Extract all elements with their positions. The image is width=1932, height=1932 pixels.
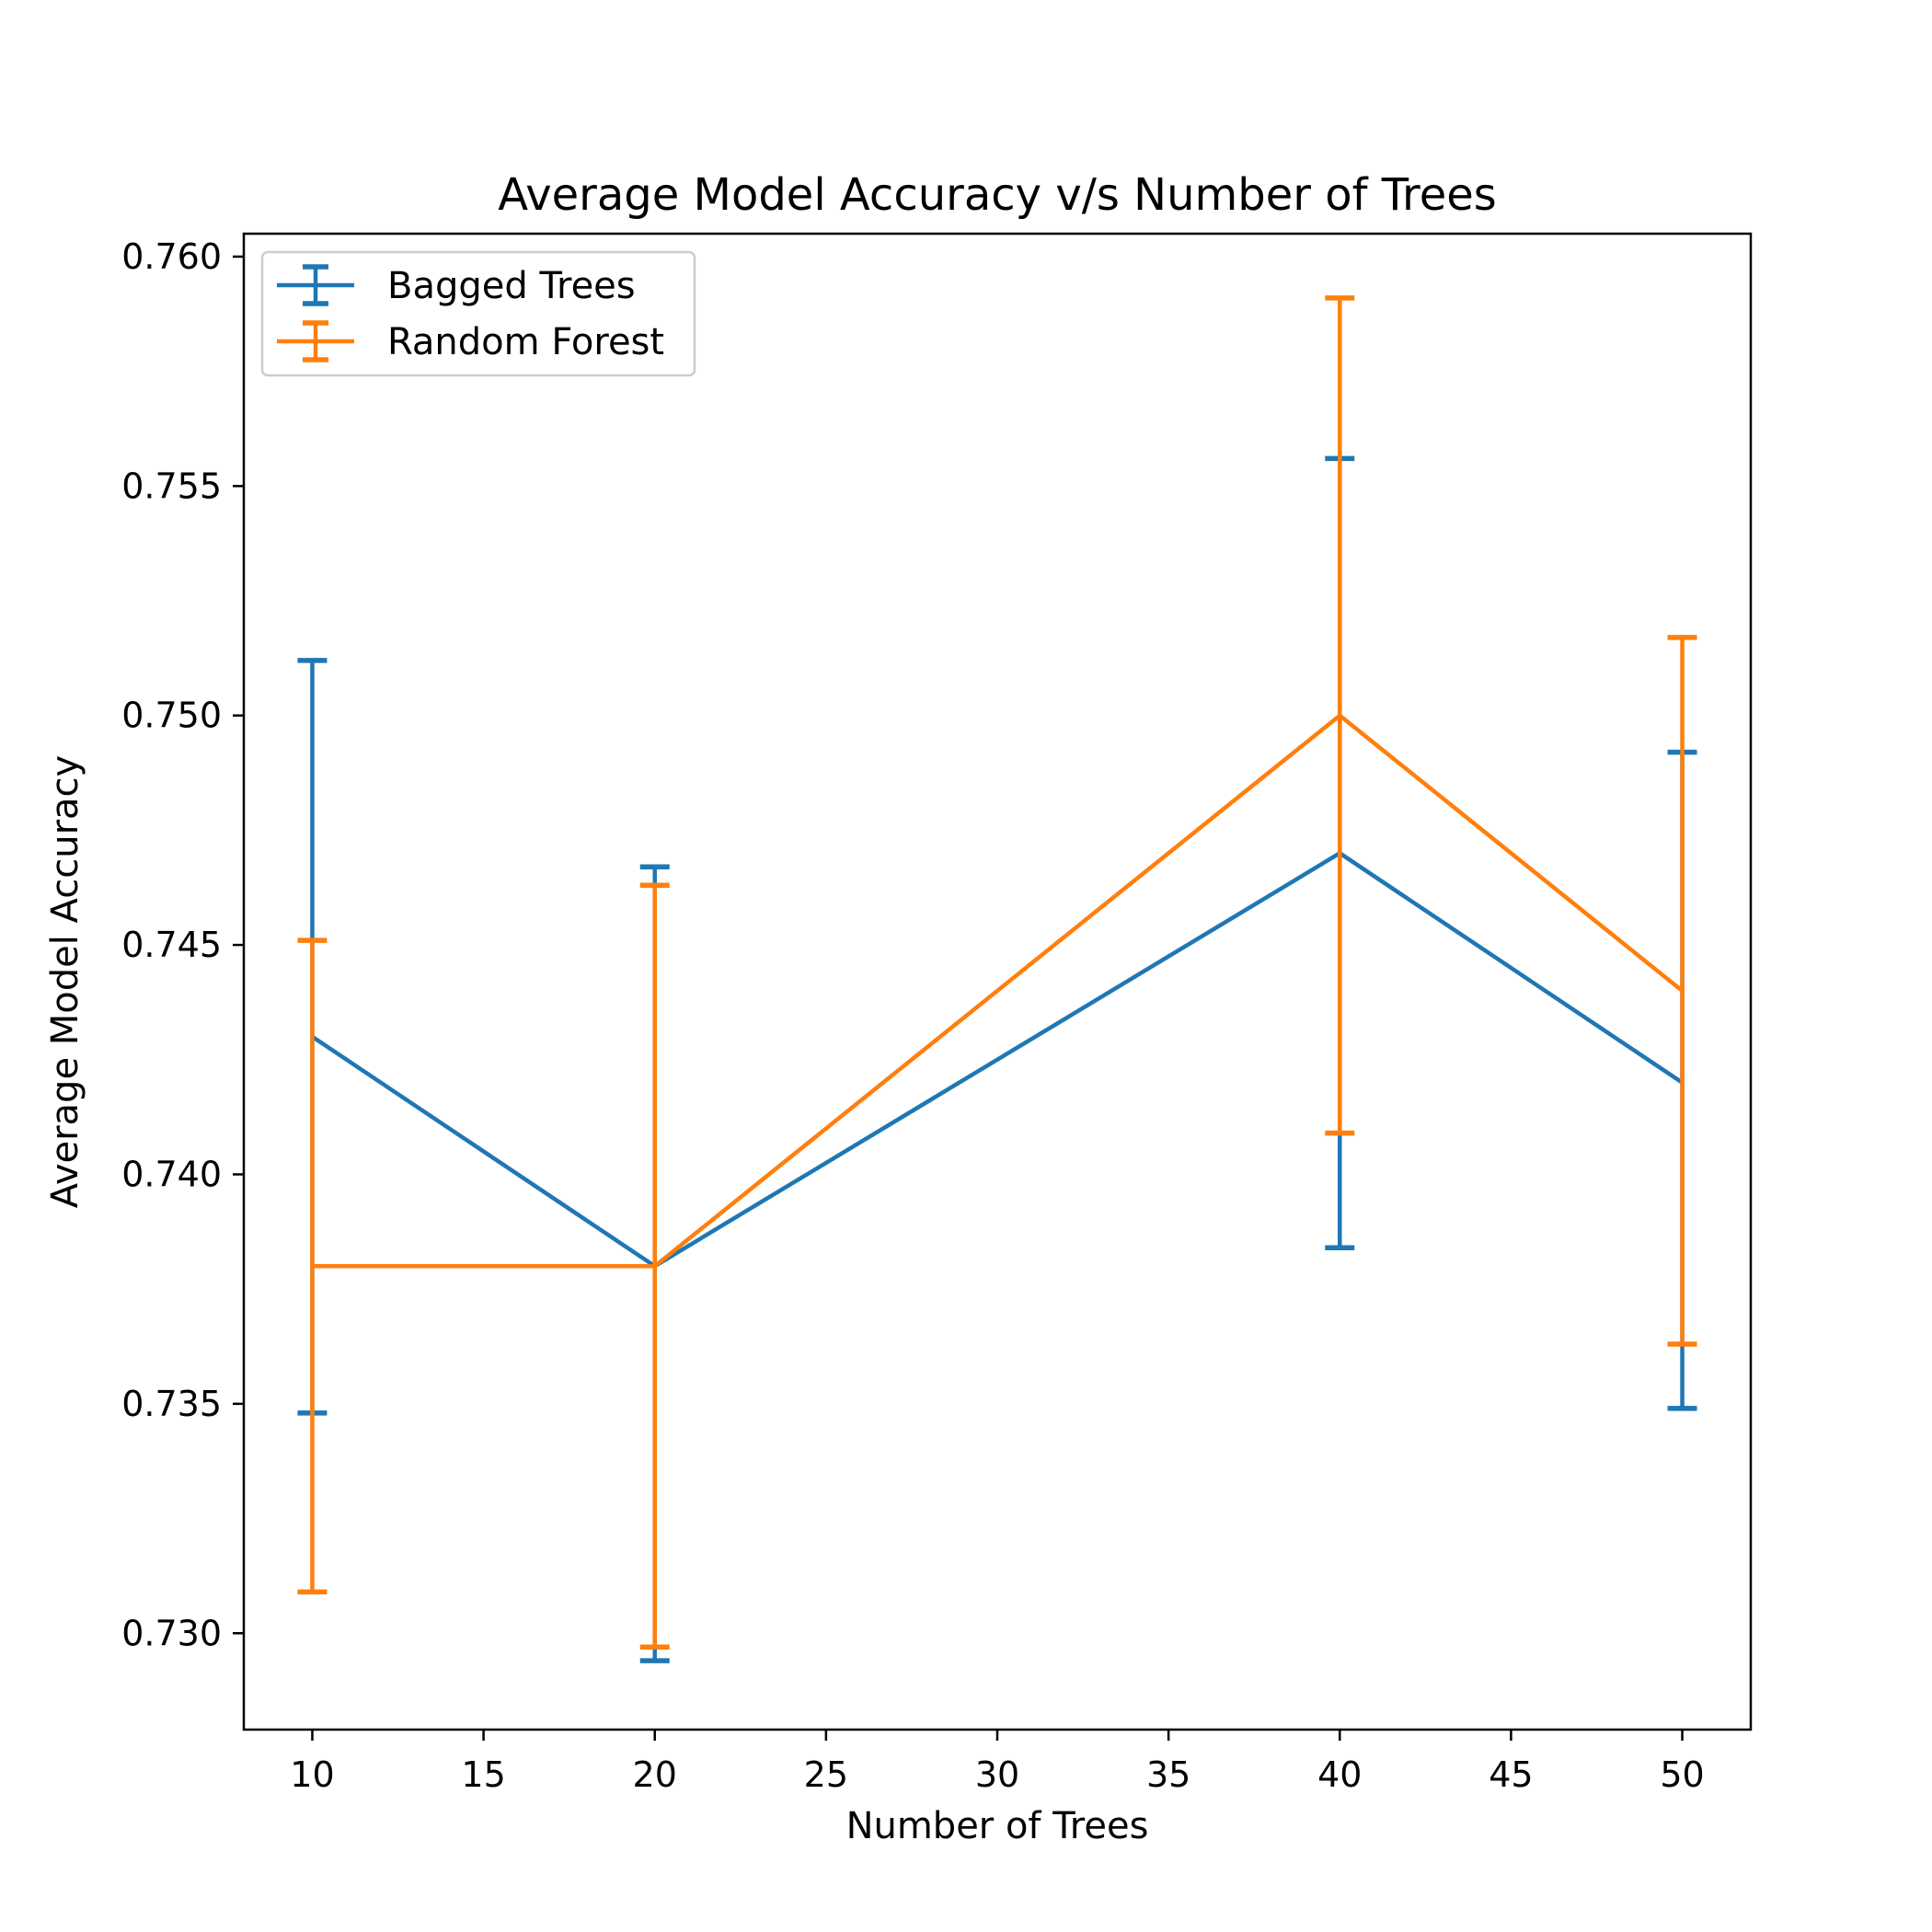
y-axis-label: Average Model Accuracy: [44, 755, 86, 1208]
x-tick-label: 25: [804, 1754, 848, 1795]
series-line-bagged-trees: [311, 850, 1684, 1269]
x-tick-label: 10: [290, 1754, 334, 1795]
x-tick-label: 15: [461, 1754, 505, 1795]
x-tick-label: 35: [1146, 1754, 1190, 1795]
y-tick-label: 0.740: [121, 1154, 222, 1194]
y-tick-label: 0.745: [121, 925, 222, 965]
y-tick-label: 0.760: [121, 236, 222, 277]
series-line-random-forest: [312, 712, 1684, 1269]
y-tick-label: 0.755: [121, 466, 222, 506]
legend: Bagged Trees Random Forest: [260, 250, 696, 377]
x-tick-label: 20: [633, 1754, 677, 1795]
y-axis-ticks: 0.730 0.735 0.740 0.745 0.750 0.755 0.760: [121, 236, 244, 1653]
y-tick-label: 0.750: [121, 696, 222, 736]
x-tick-label: 45: [1489, 1754, 1533, 1795]
x-tick-label: 50: [1660, 1754, 1704, 1795]
x-tick-label: 40: [1317, 1754, 1362, 1795]
legend-item-bagged-trees: Bagged Trees: [277, 264, 636, 307]
x-tick-label: 30: [975, 1754, 1019, 1795]
series-random-forest: [297, 295, 1697, 1650]
legend-label-random-forest: Random Forest: [387, 321, 664, 363]
plot-area: [297, 295, 1697, 1663]
y-tick-label: 0.735: [121, 1384, 222, 1424]
x-axis-label: Number of Trees: [846, 1805, 1149, 1847]
legend-label-bagged-trees: Bagged Trees: [387, 265, 636, 307]
y-tick-label: 0.730: [121, 1613, 222, 1653]
x-axis-ticks: 10 15 20 25 30 35 40 45 50: [290, 1730, 1705, 1795]
legend-item-random-forest: Random Forest: [277, 320, 664, 363]
legend-box: [260, 250, 696, 377]
chart-title: Average Model Accuracy v/s Number of Tre…: [498, 169, 1497, 221]
